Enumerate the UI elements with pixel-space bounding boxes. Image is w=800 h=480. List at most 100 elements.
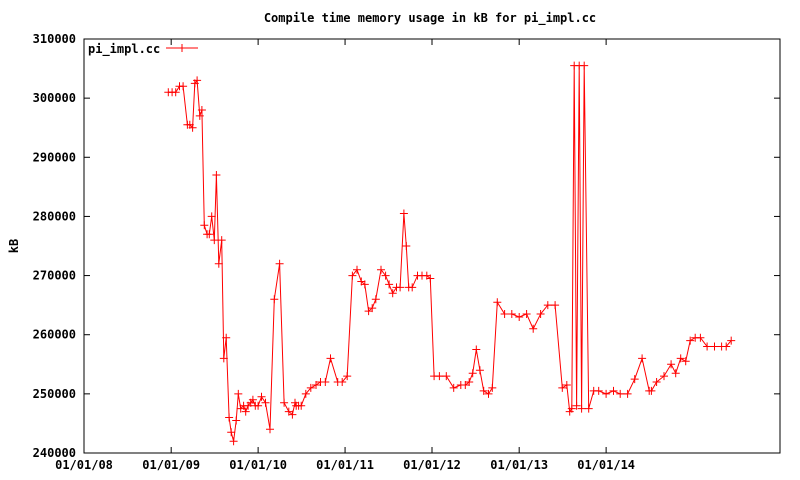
data-point: [515, 313, 524, 321]
data-point: [288, 410, 297, 419]
data-point: [348, 271, 357, 280]
data-point: [638, 354, 647, 363]
data-point: [500, 310, 509, 318]
data-point: [727, 336, 736, 345]
data-point: [484, 389, 493, 398]
data-point: [200, 221, 209, 230]
legend-sample-marker: [178, 44, 186, 52]
y-tick-label: 310000: [33, 32, 76, 46]
data-point: [326, 354, 335, 363]
data-point: [343, 372, 352, 381]
data-point: [396, 283, 405, 292]
data-point: [360, 280, 369, 289]
y-tick-label: 300000: [33, 91, 76, 105]
data-point: [212, 171, 221, 179]
data-point: [353, 265, 361, 274]
y-tick-label: 280000: [33, 209, 76, 223]
data-point: [507, 310, 516, 318]
plot-frame: [83, 38, 781, 454]
data-point: [179, 82, 188, 91]
x-tick-label: 01/01/13: [490, 458, 548, 472]
x-tick-label: 01/01/11: [316, 458, 374, 472]
data-point: [630, 375, 639, 384]
data-point: [479, 386, 488, 395]
data-point: [703, 342, 712, 351]
data-point: [435, 372, 444, 381]
data-point: [722, 342, 731, 351]
data-point: [580, 61, 589, 70]
data-point: [261, 398, 270, 407]
data-point: [551, 301, 560, 310]
data-point: [197, 106, 206, 114]
chart-title: Compile time memory usage in kB for pi_i…: [264, 11, 596, 26]
x-axis-ticks: 01/01/08 01/01/09 01/01/10 01/01/11 01/01/12…: [55, 39, 635, 472]
data-point: [232, 416, 241, 425]
data-point: [171, 88, 180, 97]
x-tick-label: 01/01/14: [577, 458, 635, 472]
data-point: [195, 111, 204, 120]
series-layer: [164, 61, 736, 446]
data-point: [465, 378, 474, 386]
x-tick-label: 01/01/12: [403, 458, 461, 472]
data-point: [522, 310, 531, 318]
y-axis-ticks: 240000 250000 260000 270000 280000 290000 3000…: [33, 32, 780, 460]
data-point: [241, 407, 250, 416]
x-tick-label: 01/01/09: [142, 458, 200, 472]
data-point: [214, 259, 223, 268]
data-point: [368, 304, 377, 313]
data-point: [229, 437, 238, 446]
data-point: [388, 289, 397, 298]
y-tick-label: 260000: [33, 328, 76, 342]
data-point: [210, 236, 219, 245]
data-point: [676, 354, 685, 363]
data-point: [399, 209, 408, 218]
data-point: [543, 301, 552, 310]
data-point: [562, 381, 571, 389]
data-point: [616, 389, 625, 398]
data-point: [225, 413, 234, 422]
data-point: [671, 369, 680, 378]
data-point: [426, 274, 435, 283]
data-point: [584, 404, 593, 413]
data-point: [217, 236, 226, 245]
data-point: [623, 389, 632, 398]
data-point: [660, 372, 668, 381]
data-point: [472, 345, 481, 354]
data-point: [301, 389, 310, 398]
x-tick-label: 01/01/08: [55, 458, 113, 472]
data-point: [193, 76, 202, 85]
y-axis-label: kB: [7, 239, 21, 253]
data-point: [306, 383, 315, 392]
y-tick-label: 240000: [33, 446, 76, 460]
data-point: [248, 395, 257, 404]
data-point: [297, 401, 306, 410]
data-point: [681, 357, 690, 366]
data-point: [558, 383, 567, 392]
data-point: [696, 333, 705, 342]
data-point: [468, 369, 477, 378]
data-point: [270, 295, 279, 304]
data-point: [381, 271, 390, 280]
data-point: [205, 230, 214, 239]
data-point: [442, 372, 451, 381]
data-point: [609, 386, 618, 395]
data-point: [377, 265, 385, 274]
data-point: [577, 404, 586, 413]
data-point: [488, 383, 497, 392]
data-point: [647, 386, 656, 395]
legend: pi_impl.cc: [88, 42, 198, 57]
series-line: [168, 65, 732, 442]
data-point: [280, 398, 289, 407]
data-point: [652, 378, 661, 386]
data-point: [275, 259, 284, 268]
data-point: [529, 324, 538, 333]
data-point: [475, 366, 484, 375]
data-point: [254, 401, 263, 410]
data-point: [219, 354, 228, 363]
data-point: [385, 280, 394, 289]
data-point: [602, 389, 611, 398]
data-point: [222, 333, 231, 342]
data-point: [493, 298, 502, 307]
y-tick-label: 290000: [33, 150, 76, 164]
